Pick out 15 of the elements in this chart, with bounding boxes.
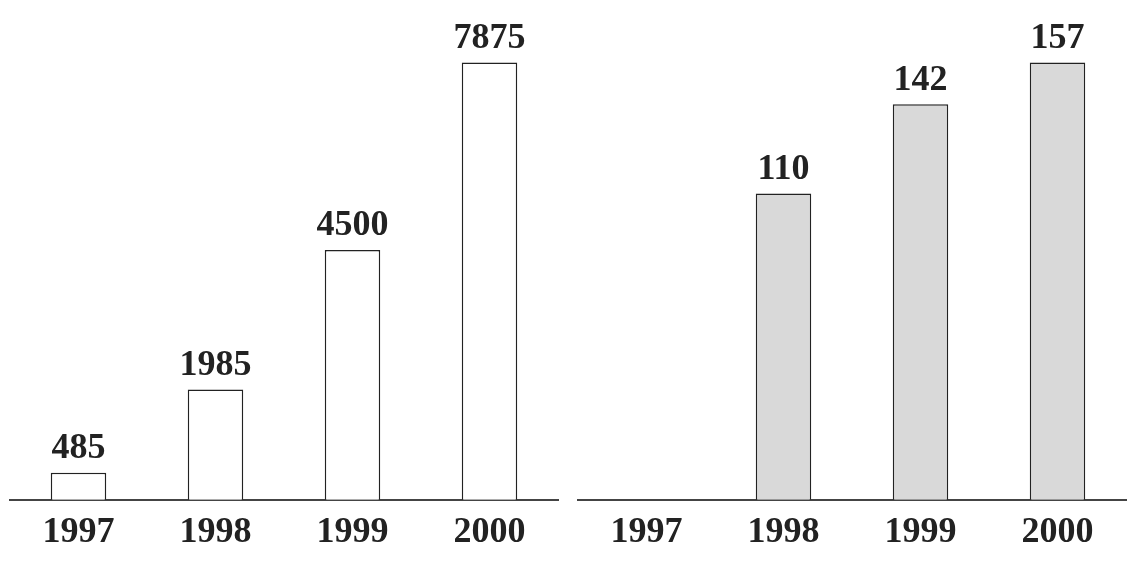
x-tick-label: 1999 bbox=[316, 509, 389, 550]
x-tick-label: 2000 bbox=[1021, 509, 1094, 550]
x-tick-label: 2000 bbox=[453, 509, 526, 550]
data-label: 110 bbox=[757, 146, 810, 187]
x-tick-label: 1998 bbox=[747, 509, 820, 550]
x-tick-label: 1998 bbox=[179, 509, 252, 550]
data-label: 142 bbox=[893, 57, 948, 98]
x-tick-label: 1997 bbox=[610, 509, 683, 550]
data-label: 157 bbox=[1030, 15, 1085, 56]
x-tick-label: 1999 bbox=[884, 509, 957, 550]
x-tick-label: 1997 bbox=[42, 509, 115, 550]
data-label: 7875 bbox=[453, 15, 526, 56]
data-label: 1985 bbox=[179, 342, 252, 383]
data-label: 4500 bbox=[316, 203, 389, 244]
data-label: 485 bbox=[51, 426, 106, 467]
